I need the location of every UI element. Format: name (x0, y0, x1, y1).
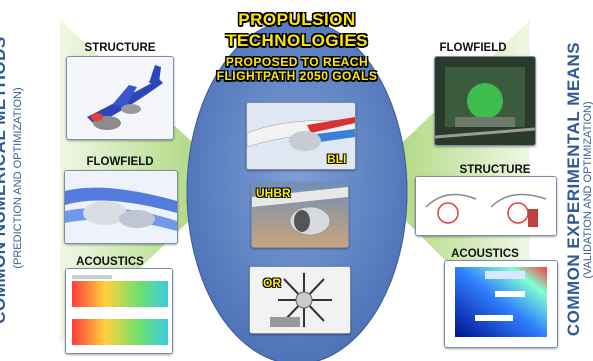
structure-airplane-icon (67, 57, 173, 139)
right-panel-structure-image (415, 176, 557, 236)
right-panel-acoustics-label: ACOUSTICS (451, 248, 519, 260)
wind-tunnel-icon (435, 57, 535, 145)
tech-bli-image (246, 102, 356, 170)
right-panel-flowfield-label: FLOWFIELD (439, 42, 507, 54)
acoustics-map-icon (66, 269, 172, 353)
left-title-sub: (PREDICTION AND OPTIMIZATION) (12, 87, 24, 269)
tech-or-image (249, 266, 351, 334)
left-panel-flowfield-image (64, 170, 178, 244)
left-panel-structure-label: STRUCTURE (84, 42, 156, 54)
tech-uhbr-label: UHBR (256, 186, 291, 200)
tech-or-label: OR (263, 276, 281, 290)
tech-bli-label: BLI (327, 152, 347, 166)
right-panel-structure-label: STRUCTURE (459, 164, 531, 176)
left-subtitle: (PREDICTION AND OPTIMIZATION) (12, 43, 32, 313)
right-subtitle: (VALIDATION AND OPTIMIZATION) (582, 55, 593, 325)
center-subtitle-line1: PROPOSED TO REACH (225, 55, 369, 69)
center-title-line2: TECHNOLOGIES (225, 31, 368, 50)
left-panel-structure-image (66, 56, 174, 140)
left-panel-flowfield-label: FLOWFIELD (86, 156, 154, 168)
center-subtitle-line2: FLIGHTPATH 2050 GOALS (216, 69, 378, 83)
right-title-sub: (VALIDATION AND OPTIMIZATION) (582, 101, 593, 279)
uhbr-engine-icon (252, 183, 348, 247)
left-panel-acoustics-image (65, 268, 173, 354)
right-panel-acoustics-image (444, 260, 558, 348)
tech-uhbr-image (251, 182, 349, 248)
left-panel-acoustics-label: ACOUSTICS (76, 256, 144, 268)
flowfield-simulation-icon (65, 171, 177, 243)
open-rotor-icon (250, 267, 350, 333)
left-title-main: COMMON NUMERICAL METHODS (0, 36, 9, 324)
center-title-line1: PROPULSION (238, 10, 356, 29)
source-map-icon (445, 261, 557, 347)
right-title-main: COMMON EXPERIMENTAL MEANS (564, 41, 583, 337)
bli-aircraft-icon (247, 103, 355, 169)
right-panel-flowfield-image (434, 56, 536, 146)
structure-test-icon (416, 177, 556, 235)
